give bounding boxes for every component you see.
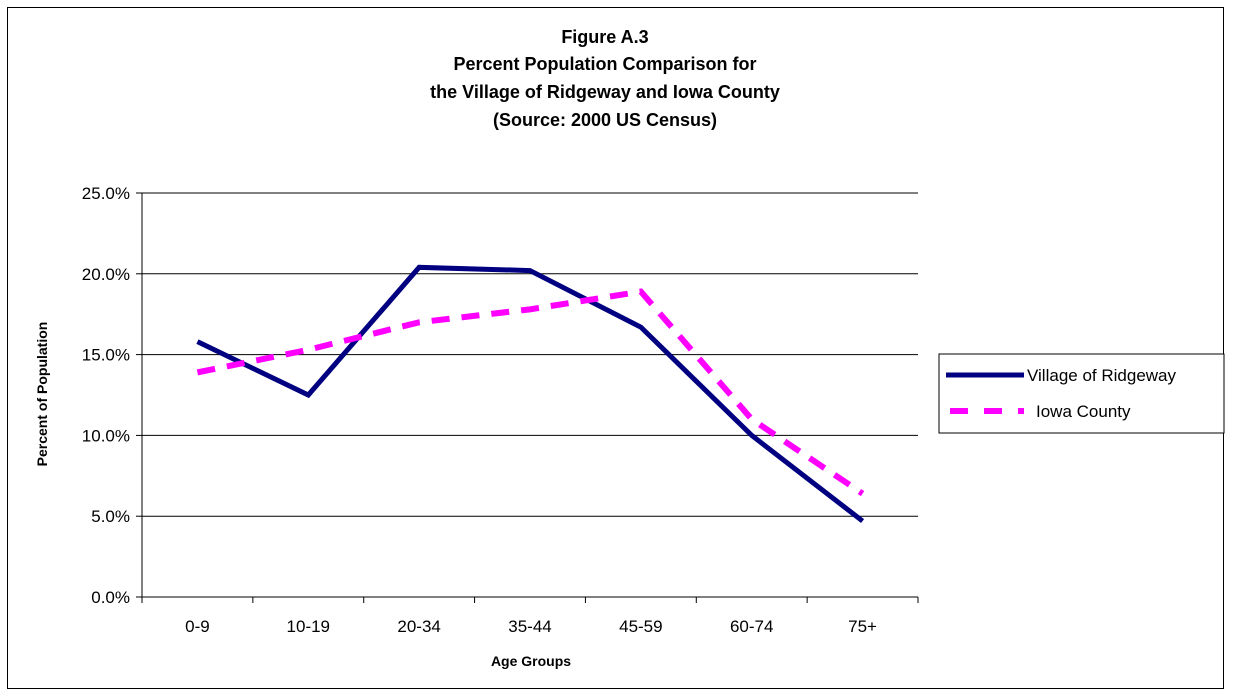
y-tick-label: 0.0% [91, 588, 130, 607]
x-tick-label: 0-9 [185, 617, 210, 636]
series-line-village-of-ridgeway [196, 264, 865, 524]
legend: Village of Ridgeway Iowa County [938, 353, 1225, 434]
axes [141, 193, 918, 598]
title-line-1: Figure A.3 [561, 27, 648, 47]
legend-label-village-of-ridgeway: Village of Ridgeway [1027, 366, 1176, 385]
legend-label-iowa-county: Iowa County [1036, 402, 1131, 421]
legend-box [938, 353, 1225, 434]
x-tick-label: 35-44 [508, 617, 551, 636]
x-tick-label: 75+ [848, 617, 877, 636]
title-line-3: the Village of Ridgeway and Iowa County [430, 82, 780, 102]
y-tick-label: 10.0% [82, 426, 130, 445]
y-tick-label: 15.0% [82, 346, 130, 365]
chart-title: Figure A.3 Percent Population Comparison… [430, 27, 780, 130]
title-line-4: (Source: 2000 US Census) [493, 110, 717, 130]
y-tick-label: 20.0% [82, 265, 130, 284]
x-axis-ticks: 0-9 10-19 20-34 35-44 45-59 60-74 75+ [141, 597, 919, 636]
gridlines [142, 192, 918, 517]
x-axis-title: Age Groups [491, 653, 571, 669]
series-lines [196, 264, 865, 524]
y-tick-label: 25.0% [82, 184, 130, 203]
y-axis-ticks: 0.0% 5.0% 10.0% 15.0% 20.0% 25.0% [82, 184, 142, 607]
y-tick-label: 5.0% [91, 507, 130, 526]
series-line-iowa-county [196, 288, 865, 497]
y-axis-title: Percent of Population [34, 322, 50, 467]
title-line-2: Percent Population Comparison for [453, 54, 756, 74]
x-tick-label: 45-59 [619, 617, 662, 636]
x-tick-label: 60-74 [730, 617, 773, 636]
x-tick-label: 20-34 [397, 617, 440, 636]
x-tick-label: 10-19 [287, 617, 330, 636]
